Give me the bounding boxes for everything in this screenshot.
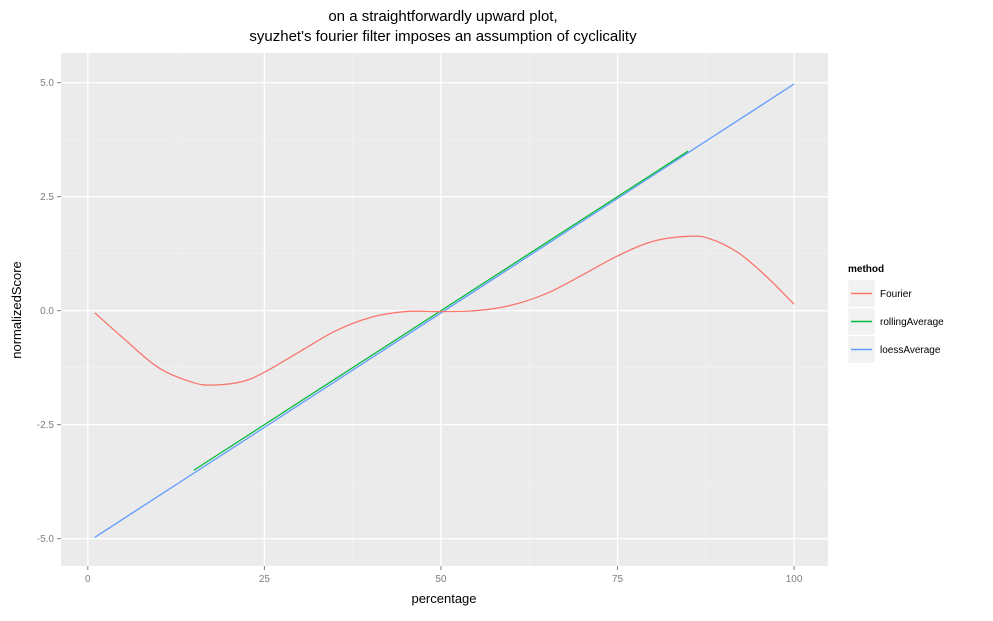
y-tick-label: 5.0 [40, 78, 54, 89]
y-axis-title: normalizedScore [9, 261, 24, 359]
x-tick-label: 100 [786, 574, 803, 585]
legend-label-fourier: Fourier [880, 289, 912, 300]
series-line-loess-average [94, 83, 795, 538]
series-line-fourier [94, 235, 795, 386]
y-tick-label: -5.0 [37, 534, 55, 545]
y-tick-label: 0.0 [40, 306, 54, 317]
legend: method Fourier rollingAverage loessAverage [847, 264, 944, 364]
axis-ticks: 0 25 50 75 100 5.0 2.5 0.0 -2.5 -5.0 [37, 78, 803, 585]
legend-label-loess-average: loessAverage [880, 345, 941, 356]
y-tick-label: 2.5 [40, 192, 54, 203]
series-line-rolling-average [193, 150, 689, 471]
plot-panel [61, 53, 828, 566]
x-tick-label: 50 [435, 574, 447, 585]
x-tick-label: 0 [85, 574, 91, 585]
x-axis-title: percentage [411, 591, 476, 606]
grid-lines [61, 53, 828, 566]
x-tick-label: 25 [259, 574, 271, 585]
legend-title: method [848, 264, 884, 275]
x-tick-label: 75 [612, 574, 624, 585]
y-tick-label: -2.5 [37, 420, 55, 431]
chart-title-line-1: on a straightforwardly upward plot, [328, 8, 557, 25]
legend-label-rolling-average: rollingAverage [880, 317, 944, 328]
chart-title-line-2: syuzhet's fourier filter imposes an assu… [249, 28, 637, 45]
series-lines [94, 83, 795, 538]
